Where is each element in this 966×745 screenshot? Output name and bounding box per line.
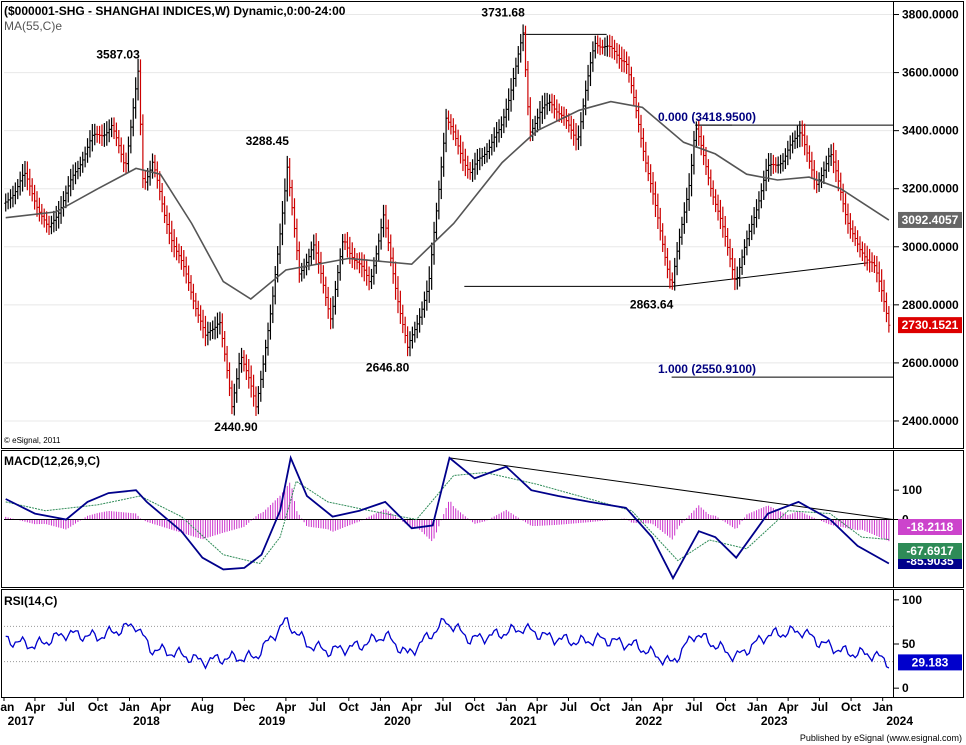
price-annotations: 3587.03 3731.68 3288.45 2440.90 2646.80 2863.… [96,5,673,434]
x-tick-label: Jan [496,700,517,714]
current-price-badge-bg [898,317,962,334]
macd-histogram-badge: -18.2118 [907,520,954,534]
x-tick-label: Oct [716,700,736,714]
x-tick-label: Jan [747,700,768,714]
price-trendline [671,262,869,287]
x-tick-label: Oct [590,700,610,714]
macd-histogram-badge-bg [898,519,962,535]
x-tick-label: Jul [434,700,451,714]
current-price-badge: 2730.1521 [902,318,959,332]
x-tick-label: Oct [841,700,861,714]
x-tick-label: Apr [652,700,673,714]
price-tick-label: 3600.0000 [902,66,959,80]
macd-line [5,454,890,581]
x-tick-label: Apr [276,700,297,714]
rsi-y-axis: 100 50 0 [893,593,922,695]
price-annotation: 3288.45 [246,134,290,148]
x-tick-label: Jan [119,700,140,714]
x-tick-label: Apr [150,700,171,714]
rsi-tick-label: 0 [902,681,909,695]
x-tick-label: Apr [527,700,548,714]
x-tick-label: Jul [309,700,326,714]
copyright-text: © eSignal, 2011 [4,436,61,445]
x-tick-label: Dec [233,700,255,714]
price-annotation: 2646.80 [366,360,410,374]
macd-trendlines [4,457,894,520]
fib-level-label: 0.000 (3418.9500) [658,110,756,124]
macd-signal-badge-bg [898,543,962,559]
price-trendlines [464,33,893,378]
macd-indicator-label: MACD(12,26,9,C) [4,454,100,468]
x-tick-label: Jul [560,700,577,714]
x-year-label: 2021 [510,714,537,728]
price-annotation: 2863.64 [630,297,674,311]
rsi-panel-frame [1,589,964,698]
ma-value-badge-bg [898,211,962,228]
price-tick-label: 3000.0000 [902,240,959,254]
price-panel-frame [1,1,964,449]
macd-badges: -18.2118-85.9035-67.6917 [898,519,962,569]
fib-level-label: 1.000 (2550.9100) [658,362,756,376]
macd-signal-badge: -67.6917 [906,544,954,558]
rsi-indicator-label: RSI(14,C) [4,594,57,608]
fibonacci-labels: 0.000 (3418.9500) 1.000 (2550.9100) [658,110,756,376]
chart-title: ($000001-SHG - SHANGHAI INDICES,W) Dynam… [4,4,346,18]
price-ohlc-bars [4,24,891,416]
price-annotation: 3587.03 [96,47,140,61]
ma-55-line [5,100,890,300]
x-tick-label: Jan [370,700,391,714]
x-tick-label: Aug [191,700,214,714]
x-tick-label: Oct [465,700,485,714]
x-year-label: 2022 [635,714,662,728]
x-tick-label: Jan [0,700,14,714]
macd-signal-line [5,471,889,565]
price-tick-label: 3400.0000 [902,124,959,138]
x-year-label: 2019 [259,714,286,728]
x-year-label: 2017 [8,714,35,728]
price-tick-label: 2800.0000 [902,298,959,312]
x-tick-label: Jul [58,700,75,714]
x-tick-label: Apr [778,700,799,714]
x-year-label: 2020 [384,714,411,728]
rsi-value-badge-bg [898,654,962,671]
rsi-tick-label: 100 [902,593,922,607]
x-axis: Jan Apr Jul Oct Jan Apr Aug Dec Apr Jul Oct Jan Apr J… [0,697,913,728]
x-tick-label: Oct [339,700,359,714]
rsi-guidelines [4,625,893,663]
macd-tick-label: 100 [902,483,922,497]
x-tick-label: Jul [811,700,828,714]
price-tick-label: 3800.0000 [902,8,959,22]
macd-trendline [449,457,894,520]
macd-panel-frame [1,450,964,588]
rsi-badges: 29.183 [898,654,962,671]
price-gridlines [4,14,893,422]
x-tick-label: Apr [25,700,46,714]
ma-value-badge: 3092.4057 [902,213,959,227]
x-tick-label: Jan [872,700,893,714]
x-tick-label: Oct [88,700,108,714]
x-year-label: 2023 [761,714,788,728]
x-tick-label: Jan [621,700,642,714]
rsi-tick-label: 50 [902,637,916,651]
price-badges: 3092.4057 2730.1521 [898,211,962,334]
price-tick-label: 3200.0000 [902,182,959,196]
price-tick-label: 2400.0000 [902,414,959,428]
rsi-line [5,617,890,670]
price-tick-label: 2600.0000 [902,356,959,370]
price-annotation: 3731.68 [481,5,525,19]
price-y-axis: 3800.0000 3600.0000 3400.0000 3200.0000 3000… [893,8,959,428]
x-year-label: 2024 [886,714,913,728]
publisher-footer: Published by eSignal (www.esignal.com) [800,733,962,743]
x-tick-label: Jul [685,700,702,714]
ma-indicator-label: MA(55,C)e [4,19,62,33]
x-tick-label: Apr [401,700,422,714]
x-year-label: 2018 [133,714,160,728]
rsi-value-badge: 29.183 [912,655,949,669]
price-annotation: 2440.90 [214,420,258,434]
